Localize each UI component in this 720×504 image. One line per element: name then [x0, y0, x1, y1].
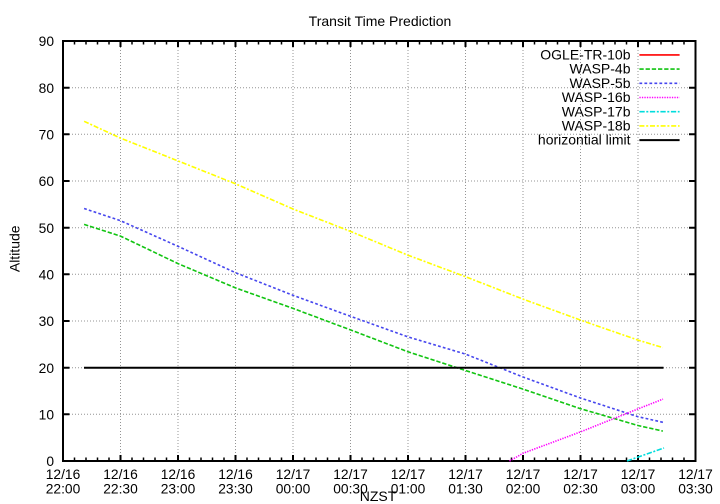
- svg-text:WASP-17b: WASP-17b: [562, 103, 631, 119]
- svg-text:23:30: 23:30: [218, 482, 253, 497]
- svg-text:00:00: 00:00: [276, 482, 311, 497]
- svg-text:03:30: 03:30: [678, 482, 713, 497]
- svg-text:22:00: 22:00: [46, 482, 81, 497]
- svg-text:12/16: 12/16: [46, 467, 81, 482]
- svg-text:12/17: 12/17: [506, 467, 541, 482]
- svg-text:horizontial limit: horizontial limit: [538, 132, 631, 148]
- svg-text:WASP-16b: WASP-16b: [562, 89, 631, 105]
- svg-text:NZST: NZST: [360, 488, 397, 504]
- svg-text:02:00: 02:00: [506, 482, 541, 497]
- svg-text:WASP-4b: WASP-4b: [570, 61, 631, 77]
- svg-text:12/17: 12/17: [621, 467, 656, 482]
- svg-text:90: 90: [39, 34, 55, 49]
- svg-text:20: 20: [39, 361, 55, 376]
- svg-text:22:30: 22:30: [103, 482, 138, 497]
- svg-text:01:00: 01:00: [391, 482, 426, 497]
- svg-text:12/16: 12/16: [161, 467, 196, 482]
- svg-text:02:30: 02:30: [563, 482, 598, 497]
- svg-text:12/17: 12/17: [276, 467, 311, 482]
- svg-text:12/16: 12/16: [218, 467, 253, 482]
- svg-text:60: 60: [39, 174, 55, 189]
- svg-text:01:30: 01:30: [448, 482, 483, 497]
- svg-text:WASP-18b: WASP-18b: [562, 118, 631, 134]
- svg-text:12/17: 12/17: [333, 467, 368, 482]
- svg-text:12/16: 12/16: [103, 467, 138, 482]
- svg-text:0: 0: [46, 454, 54, 469]
- svg-text:WASP-5b: WASP-5b: [570, 75, 631, 91]
- svg-text:12/17: 12/17: [563, 467, 598, 482]
- svg-text:00:30: 00:30: [333, 482, 368, 497]
- svg-text:12/17: 12/17: [678, 467, 713, 482]
- svg-text:80: 80: [39, 81, 55, 96]
- svg-text:Altitude: Altitude: [7, 225, 23, 272]
- svg-text:40: 40: [39, 268, 55, 283]
- svg-text:50: 50: [39, 221, 55, 236]
- svg-text:12/17: 12/17: [448, 467, 483, 482]
- svg-text:03:00: 03:00: [621, 482, 656, 497]
- svg-text:OGLE-TR-10b: OGLE-TR-10b: [540, 47, 630, 63]
- svg-text:12/17: 12/17: [391, 467, 426, 482]
- svg-text:70: 70: [39, 128, 55, 143]
- svg-text:23:00: 23:00: [161, 482, 196, 497]
- svg-text:Transit Time Prediction: Transit Time Prediction: [309, 13, 452, 29]
- svg-text:10: 10: [39, 408, 55, 423]
- svg-text:30: 30: [39, 314, 55, 329]
